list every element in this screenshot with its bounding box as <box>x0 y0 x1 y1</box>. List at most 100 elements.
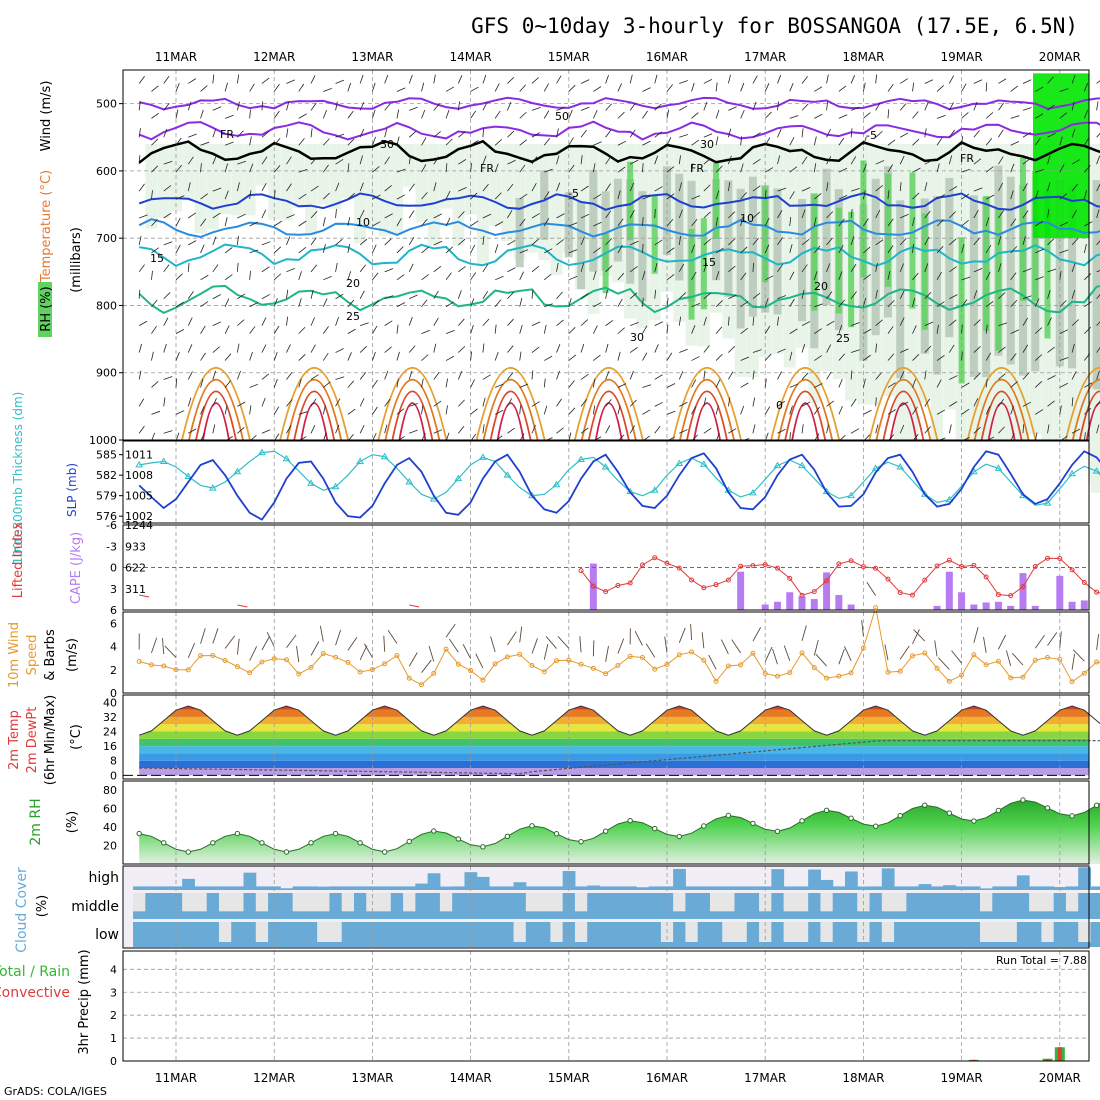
wind-barb <box>433 182 437 192</box>
wind-barb <box>200 378 204 388</box>
wind-barb <box>1084 301 1092 308</box>
wind-barb <box>777 210 783 219</box>
wind-barb <box>175 328 185 334</box>
wind-barb <box>703 184 711 192</box>
wind-barb <box>261 635 271 651</box>
wind-barb <box>985 406 991 415</box>
wind-barb <box>703 397 707 407</box>
cloud-cell <box>980 911 993 919</box>
cloud-gap-cell <box>255 893 269 912</box>
wind-barb <box>470 408 478 415</box>
wind-barb <box>359 209 365 219</box>
wind-barb <box>666 324 669 334</box>
wind-barb <box>494 163 499 173</box>
wind-barb <box>323 275 332 281</box>
rh-shade <box>577 201 586 290</box>
cloud-cell <box>673 922 686 947</box>
wind-barb <box>286 634 297 648</box>
y-tick-label: 0 <box>110 769 117 782</box>
wind-barb <box>1071 319 1079 326</box>
thickness-axis-label: 1000-500mb Thickness (dm) <box>11 392 25 565</box>
lifted-index-point <box>590 583 596 589</box>
wind-barb <box>875 424 879 434</box>
wind-barb <box>801 372 809 380</box>
wind-barb <box>1071 101 1075 111</box>
cloud-cell <box>992 942 1006 947</box>
wind-barb <box>642 297 644 307</box>
wind-barb <box>1035 86 1044 92</box>
wind-speed-point <box>468 668 474 674</box>
cloud-cell <box>685 886 699 890</box>
wind-speed-point <box>455 661 461 667</box>
wind-barb <box>347 82 352 92</box>
cloud-cell <box>844 893 858 919</box>
wind-barb <box>912 406 918 415</box>
rh-point <box>283 849 290 855</box>
wind-barb <box>445 330 455 335</box>
wind-barb <box>384 213 393 219</box>
wind-barb <box>654 425 661 434</box>
wind-barb <box>924 101 929 111</box>
cloud-cell <box>795 942 809 947</box>
rh-shade <box>255 144 268 186</box>
wind-barb <box>826 344 832 353</box>
wind-barb <box>703 292 712 300</box>
precip-convective-bar <box>1057 1047 1062 1061</box>
wind-barb <box>666 297 669 307</box>
thickness-line <box>139 450 1100 506</box>
wind-barb <box>475 653 484 669</box>
cloud-cell <box>194 886 208 890</box>
wind-barb <box>175 352 180 361</box>
wind-barb <box>458 318 465 326</box>
wind-barb <box>200 193 208 200</box>
rh-axis-label: RH (%) <box>39 286 54 331</box>
isotherm-line <box>138 284 1100 315</box>
wind-barb <box>298 297 302 307</box>
wind-barb <box>740 382 749 388</box>
wind-barb <box>887 83 894 92</box>
wind-barb <box>948 344 955 353</box>
wind-barb <box>642 243 644 253</box>
wind-barb <box>887 382 896 388</box>
wind-barb <box>310 185 319 192</box>
wind-speed-point <box>910 653 915 659</box>
wind-barb <box>887 270 891 280</box>
wind-barb <box>175 137 182 146</box>
cloud-cell <box>1053 922 1067 947</box>
wind-barb <box>470 86 479 92</box>
wind-barb <box>924 426 931 434</box>
wind-barb <box>359 398 365 407</box>
wind-barb <box>924 79 934 84</box>
x-tick-label: 12MAR <box>253 50 295 64</box>
wind-barb <box>212 236 217 246</box>
contour-label: 20 <box>814 280 828 293</box>
wind-barb <box>359 74 364 84</box>
wind-barb <box>666 247 675 254</box>
rh-point <box>897 812 903 819</box>
wind-barb <box>605 645 609 662</box>
wind-barb <box>985 378 988 388</box>
wind-barb <box>863 136 867 146</box>
wind-barb <box>372 244 377 254</box>
wind-barb <box>249 351 253 361</box>
wind-barb <box>261 131 270 138</box>
wind-barb <box>237 160 247 165</box>
wind-barb <box>212 397 217 407</box>
y-tick-label-right: 1008 <box>125 469 153 482</box>
wind-barb <box>752 316 755 326</box>
wind-barb <box>408 263 414 272</box>
wind-barb <box>740 192 747 200</box>
cloud-cell <box>280 888 294 890</box>
rh-shade <box>969 195 978 377</box>
thickness-point <box>798 461 806 469</box>
wind-barb <box>679 401 688 407</box>
wind-speed-point <box>259 659 265 665</box>
cloud-gap-cell <box>1004 922 1018 942</box>
wind-barb <box>273 273 282 281</box>
wind-barb <box>187 291 194 299</box>
wind-barb <box>236 74 240 84</box>
cloud-cell <box>746 893 760 919</box>
rh-shade <box>1068 185 1077 369</box>
cloud-cell <box>403 922 416 947</box>
